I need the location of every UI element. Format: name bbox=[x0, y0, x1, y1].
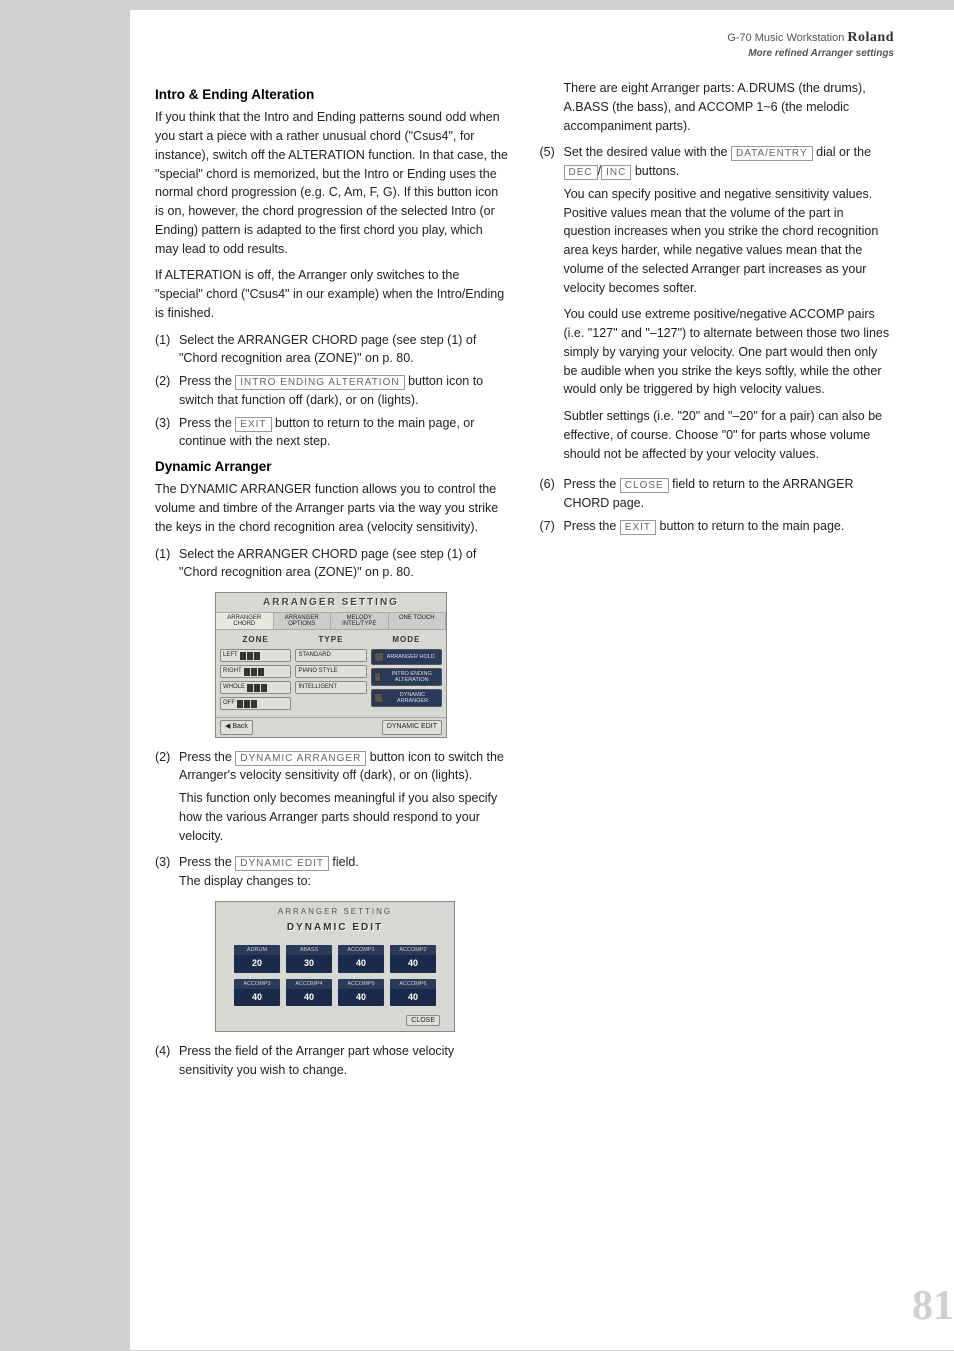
type-intelligent: INTELLIGENT bbox=[295, 681, 366, 694]
right-p3: You could use extreme positive/negative … bbox=[564, 305, 895, 399]
dynamic-edit-screenshot: ARRANGER SETTING DYNAMIC EDIT ADRUM20 AB… bbox=[215, 901, 455, 1032]
left-column: Intro & Ending Alteration If you think t… bbox=[155, 79, 510, 1083]
tab-arranger-chord: ARRANGER CHORD bbox=[216, 613, 274, 629]
header-brand: Roland bbox=[847, 30, 894, 45]
intro-ending-alteration-button: INTRO ENDING ALTERATION bbox=[235, 375, 404, 390]
exit-button: EXIT bbox=[620, 520, 656, 535]
right-p4: Subtler settings (i.e. "20" and "–20" fo… bbox=[564, 407, 895, 463]
scr2-sub: DYNAMIC EDIT bbox=[220, 920, 450, 935]
dyn-steps-b: (2) Press the DYNAMIC ARRANGER button ic… bbox=[155, 748, 510, 786]
part-accomp2: ACCOMP240 bbox=[390, 945, 436, 973]
scr1-dynamic-edit: DYNAMIC EDIT bbox=[382, 720, 442, 735]
part-adrum: ADRUM20 bbox=[234, 945, 280, 973]
dyn-step-1: (1) Select the ARRANGER CHORD page (see … bbox=[155, 545, 510, 583]
header-section: More refined Arranger settings bbox=[155, 48, 894, 59]
tab-arranger-options: ARRANGER OPTIONS bbox=[274, 613, 332, 629]
dynamic-arranger-button: DYNAMIC ARRANGER bbox=[235, 751, 366, 766]
right-column: There are eight Arranger parts: A.DRUMS … bbox=[540, 79, 895, 1083]
scr2-grid: ADRUM20 ABASS30 ACCOMP140 ACCOMP240 ACCO… bbox=[220, 945, 450, 1007]
scr1-tabs: ARRANGER CHORD ARRANGER OPTIONS MELODY I… bbox=[216, 613, 446, 630]
inc-button: INC bbox=[601, 165, 631, 180]
close-button: CLOSE bbox=[620, 478, 669, 493]
part-accomp4: ACCOMP440 bbox=[286, 979, 332, 1007]
zone-left: LEFT bbox=[220, 649, 291, 662]
intro-steps: (1) Select the ARRANGER CHORD page (see … bbox=[155, 331, 510, 452]
zone-off: OFF bbox=[220, 697, 291, 710]
zone-column: ZONE LEFT RIGHT WHOLE OFF bbox=[220, 634, 291, 713]
led-icon bbox=[374, 672, 382, 682]
dyn-p2: This function only becomes meaningful if… bbox=[179, 789, 510, 845]
mode-dynamic-arr: DYNAMIC ARRANGER bbox=[371, 689, 442, 707]
dyn-p1: The DYNAMIC ARRANGER function allows you… bbox=[155, 480, 510, 536]
dyn-steps-c: (3) Press the DYNAMIC EDIT field. The di… bbox=[155, 853, 510, 891]
page-content: G-70 Music Workstation Roland More refin… bbox=[130, 10, 954, 1350]
step-1: (1) Select the ARRANGER CHORD page (see … bbox=[155, 331, 510, 369]
intro-p1: If you think that the Intro and Ending p… bbox=[155, 108, 510, 258]
header-model: G-70 Music Workstation bbox=[727, 32, 844, 44]
scr2-close: CLOSE bbox=[406, 1015, 440, 1026]
page-header: G-70 Music Workstation Roland More refin… bbox=[155, 30, 894, 59]
dyn-step-3: (3) Press the DYNAMIC EDIT field. The di… bbox=[155, 853, 510, 891]
arranger-setting-screenshot: ARRANGER SETTING ARRANGER CHORD ARRANGER… bbox=[215, 592, 447, 738]
right-steps: (5) Set the desired value with the DATA/… bbox=[540, 143, 895, 535]
scr2-title: ARRANGER SETTING bbox=[220, 906, 450, 918]
step-3: (3) Press the EXIT button to return to t… bbox=[155, 414, 510, 452]
type-piano: PIANO STYLE bbox=[295, 665, 366, 678]
right-p1: There are eight Arranger parts: A.DRUMS … bbox=[564, 79, 895, 135]
right-step-5: (5) Set the desired value with the DATA/… bbox=[540, 143, 895, 471]
zone-right: RIGHT bbox=[220, 665, 291, 678]
mode-arr-hold: ARRANGER HOLD bbox=[371, 649, 442, 665]
dec-button: DEC bbox=[564, 165, 598, 180]
tab-melody: MELODY INTEL/TYPE bbox=[331, 613, 389, 629]
mode-intro-ending: INTRO ENDING ALTERATION bbox=[371, 668, 442, 686]
part-accomp1: ACCOMP140 bbox=[338, 945, 384, 973]
data-entry-button: DATA/ENTRY bbox=[731, 146, 813, 161]
intro-p2: If ALTERATION is off, the Arranger only … bbox=[155, 266, 510, 322]
tab-one-touch: ONE TOUCH bbox=[389, 613, 447, 629]
part-accomp5: ACCOMP540 bbox=[338, 979, 384, 1007]
led-icon bbox=[374, 652, 384, 662]
mode-column: MODE ARRANGER HOLD INTRO ENDING ALTERATI… bbox=[371, 634, 442, 713]
part-accomp6: ACCOMP640 bbox=[390, 979, 436, 1007]
dyn-step-4: (4) Press the field of the Arranger part… bbox=[155, 1042, 510, 1080]
type-column: TYPE STANDARD PIANO STYLE INTELLIGENT bbox=[295, 634, 366, 713]
part-abass: ABASS30 bbox=[286, 945, 332, 973]
subhead-intro-ending: Intro & Ending Alteration bbox=[155, 85, 510, 105]
dyn-steps-d: (4) Press the field of the Arranger part… bbox=[155, 1042, 510, 1080]
step-2: (2) Press the INTRO ENDING ALTERATION bu… bbox=[155, 372, 510, 410]
scr1-title: ARRANGER SETTING bbox=[216, 593, 446, 613]
exit-button: EXIT bbox=[235, 417, 271, 432]
zone-whole: WHOLE bbox=[220, 681, 291, 694]
subhead-dynamic-arranger: Dynamic Arranger bbox=[155, 457, 510, 477]
dyn-steps-a: (1) Select the ARRANGER CHORD page (see … bbox=[155, 545, 510, 583]
led-icon bbox=[374, 693, 383, 703]
part-accomp3: ACCOMP340 bbox=[234, 979, 280, 1007]
dynamic-edit-button: DYNAMIC EDIT bbox=[235, 856, 329, 871]
right-step-6: (6) Press the CLOSE field to return to t… bbox=[540, 475, 895, 513]
page-number: 81 bbox=[912, 1282, 954, 1330]
right-step-7: (7) Press the EXIT button to return to t… bbox=[540, 517, 895, 536]
type-standard: STANDARD bbox=[295, 649, 366, 662]
dyn-step-2: (2) Press the DYNAMIC ARRANGER button ic… bbox=[155, 748, 510, 786]
scr1-back: ◀ Back bbox=[220, 720, 253, 735]
right-p2: You can specify positive and negative se… bbox=[564, 185, 895, 298]
